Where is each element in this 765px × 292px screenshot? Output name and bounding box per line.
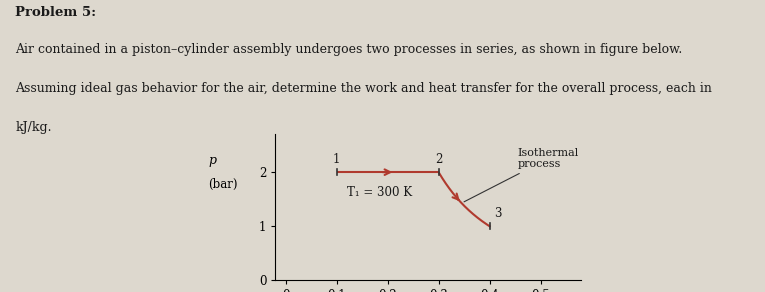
Text: (bar): (bar) [208,178,238,190]
Text: 1: 1 [333,153,340,166]
Text: kJ/kg.: kJ/kg. [15,121,52,134]
Text: Problem 5:: Problem 5: [15,6,96,19]
Text: T₁ = 300 K: T₁ = 300 K [347,186,412,199]
Text: 2: 2 [435,153,442,166]
Text: Air contained in a piston–cylinder assembly undergoes two processes in series, a: Air contained in a piston–cylinder assem… [15,43,682,56]
Text: Assuming ideal gas behavior for the air, determine the work and heat transfer fo: Assuming ideal gas behavior for the air,… [15,82,712,95]
Text: 3: 3 [493,207,501,220]
Text: p: p [208,154,216,167]
Text: Isothermal
process: Isothermal process [464,148,579,202]
